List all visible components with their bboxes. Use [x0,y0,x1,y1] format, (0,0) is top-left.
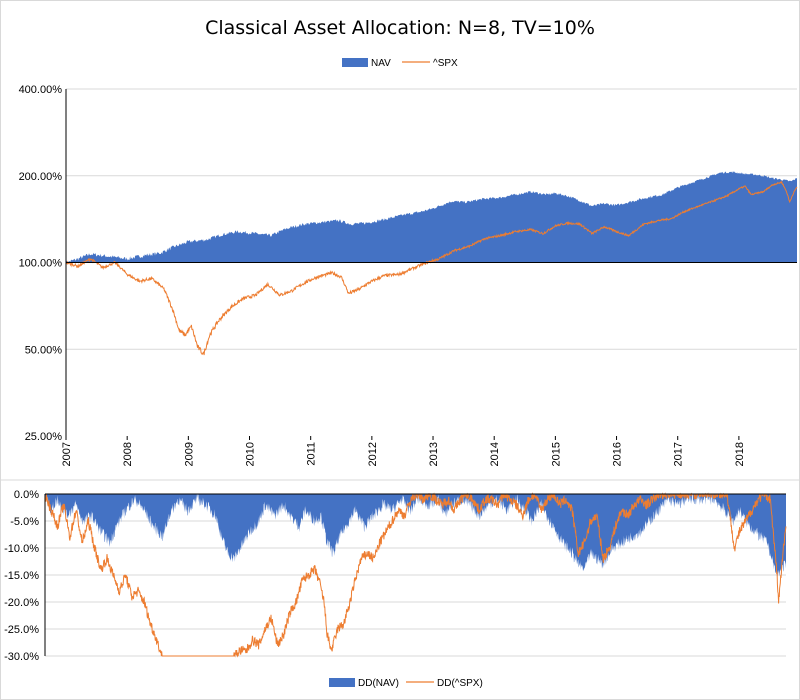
top-axes: 400.00% 200.00% 100.00% 50.00% 25.00%2007 200… [19,84,797,466]
legend-swatch-nav [342,58,368,67]
drawdown-y-tick-label: -5.0% [10,516,39,528]
drawdown-gridlines [45,520,786,657]
spx-line [65,180,798,356]
top-x-tick-label: 2018 [734,442,746,466]
drawdown-plot-area [44,492,787,658]
drawdown-y-tick-label: -10.0% [4,543,39,555]
drawdown-y-tick-label: -20.0% [4,597,39,609]
nav-area [66,171,797,263]
legend-label-nav: NAV [371,58,391,69]
legend-label-dd-spx: DD(^SPX) [437,678,483,689]
dd-spx-line [44,492,787,658]
drawdown-axes: 0.0% -5.0% -10.0% -15.0% -20.0% -25.0% -30.0% [4,489,786,663]
legend-label-spx: ^SPX [433,58,458,69]
drawdown-y-tick-label: -15.0% [4,570,39,582]
drawdown-y-tick-label: -30.0% [4,651,39,663]
chart-title: Classical Asset Allocation: N=8, TV=10% [205,17,595,39]
drawdown-y-tick-label: -25.0% [4,624,39,636]
top-x-tick-label: 2015 [550,442,562,466]
top-y-tick-label: 400.00% [19,84,63,96]
top-x-tick-label: 2011 [306,442,318,466]
top-x-tick-label: 2013 [428,442,440,466]
top-y-tick-label: 25.00% [25,431,63,443]
top-y-tick-label: 100.00% [19,258,63,270]
bottom-legend: DD(NAV) DD(^SPX) [329,678,483,689]
top-y-tick-label: 200.00% [19,171,63,183]
drawdown-y-tick-label: 0.0% [14,489,39,501]
top-x-tick-label: 2012 [367,442,379,466]
top-x-tick-label: 2008 [122,442,134,466]
top-x-tick-label: 2014 [489,442,501,466]
dd-nav-area [45,494,786,579]
top-x-tick-label: 2007 [61,442,73,466]
top-y-tick-label: 50.00% [25,344,63,356]
top-x-tick-label: 2017 [673,442,685,466]
legend-swatch-dd-nav [329,678,355,687]
top-x-tick-label: 2016 [612,442,624,466]
top-x-tick-label: 2009 [183,442,195,466]
top-legend: NAV ^SPX [342,58,458,69]
top-plot-area [65,171,798,356]
legend-label-dd-nav: DD(NAV) [358,678,399,689]
top-x-tick-label: 2010 [245,442,257,466]
